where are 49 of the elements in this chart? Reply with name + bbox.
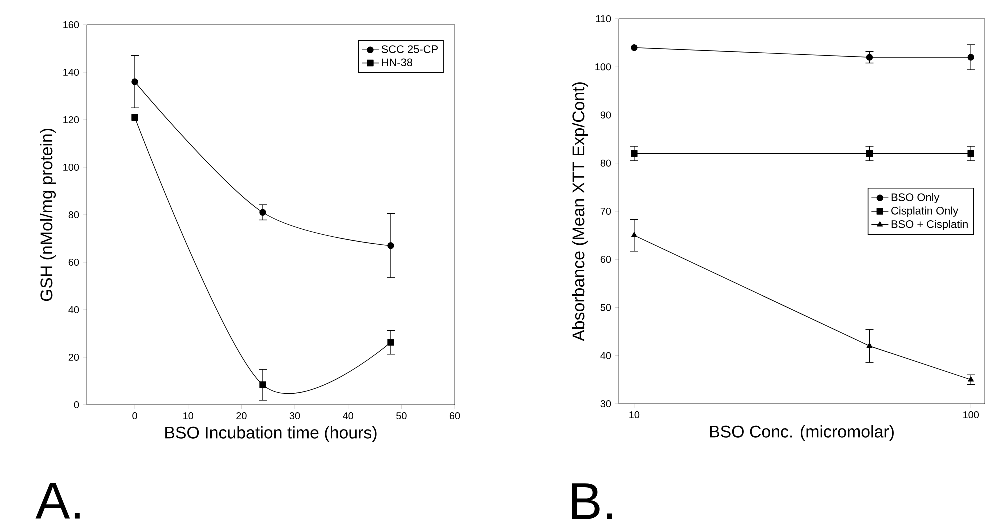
text: B.: [572, 484, 612, 520]
y-tick-label: 60: [68, 258, 80, 266]
y-tick-label: 110: [596, 15, 612, 23]
legend-label: Cisplatin Only: [892, 206, 959, 217]
point: [132, 114, 138, 121]
y-tick-label: 40: [68, 306, 80, 314]
y-tick-label: 60: [600, 256, 612, 264]
legend-label: BSO + Cisplatin: [892, 220, 968, 230]
point: [132, 78, 138, 86]
point: [260, 209, 266, 216]
text: A.: [36, 483, 80, 519]
y-tick-label: 20: [68, 354, 80, 362]
x-tick-label: 20: [236, 412, 247, 420]
point: [631, 150, 638, 158]
x-tick-label: 10: [184, 412, 194, 420]
legend-label: BSO Only: [892, 193, 940, 204]
y-tick-label: 120: [64, 116, 80, 124]
y-axis-title: GSH (nMol/mg protein): [40, 129, 56, 302]
x-tick-label: 30: [290, 412, 300, 420]
point: [388, 339, 394, 346]
y-tick-label: 0: [74, 401, 80, 409]
y-tick-label: 100: [596, 64, 612, 71]
y-tick-label: 100: [64, 164, 80, 172]
x-tick-label: 50: [396, 412, 407, 420]
x-tick-label: 40: [343, 412, 354, 420]
point: [631, 232, 638, 238]
legend-label: HN-38: [382, 58, 413, 66]
y-tick-label: 30: [600, 400, 612, 408]
y-tick-label: 80: [68, 211, 80, 219]
y-tick-label: 50: [600, 304, 612, 312]
x-axis-title: BSO Incubation time (hours): [166, 426, 377, 442]
y-tick-label: 140: [64, 68, 80, 76]
point: [388, 242, 394, 250]
legend-label: SCC 25-CP: [382, 46, 438, 54]
y-tick-label: 160: [64, 21, 80, 29]
y-tick-label: 40: [600, 352, 612, 360]
x-tick-label: 60: [450, 412, 460, 420]
point: [968, 54, 974, 61]
y-tick-label: 80: [600, 160, 612, 167]
point: [631, 44, 638, 52]
x-tick-label: 100: [964, 412, 980, 419]
x-tick-label: 10: [630, 412, 640, 419]
y-tick-label: 90: [600, 112, 612, 119]
point: [968, 150, 974, 158]
y-tick-label: 70: [600, 208, 612, 216]
point: [260, 382, 266, 388]
y-axis-title: Absorbance (Mean XTT Exp/Cont): [572, 82, 588, 342]
x-axis-title: BSO Conc. (micromolar): [710, 425, 894, 442]
x-tick-label: 0: [132, 412, 138, 420]
